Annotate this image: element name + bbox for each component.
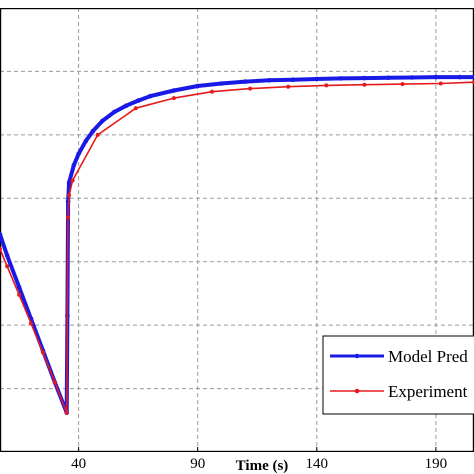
series-0-point-24	[290, 77, 296, 82]
series-0-point-16	[123, 103, 129, 108]
grid-lines	[0, 8, 474, 452]
series-0-point-12	[83, 138, 88, 144]
series-1-point-17	[362, 82, 367, 87]
series-0-point-32	[471, 74, 474, 80]
series-1-point-12	[171, 96, 176, 101]
series-1-point-13	[210, 89, 214, 94]
x-tick-label-3: 190	[425, 456, 448, 472]
series-0-point-20	[195, 83, 200, 89]
series-1-point-0	[0, 247, 2, 251]
series-0-point-28	[386, 75, 391, 81]
series-0-point-15	[112, 109, 117, 115]
series-0-point-23	[266, 78, 272, 83]
legend: Model Pred Experiment	[322, 335, 474, 415]
x-tick-label-2: 140	[306, 456, 329, 472]
legend-marker-1	[354, 388, 360, 394]
legend-marker-0	[354, 353, 360, 359]
series-1-point-6	[64, 410, 69, 415]
series-0-point-19	[171, 88, 177, 93]
series-0-point-17	[135, 98, 141, 103]
series-layer	[0, 74, 474, 416]
series-1-point-14	[248, 86, 253, 91]
series-0-point-29	[409, 75, 415, 80]
series-0-point-22	[243, 79, 248, 84]
series-0-point-1	[4, 253, 10, 258]
series-0-point-14	[100, 118, 105, 124]
x-tick-label-0: 40	[71, 456, 86, 472]
series-1-point-10	[95, 132, 100, 137]
legend-label-1: Experiment	[388, 382, 468, 401]
plot-frame	[0, 8, 474, 452]
x-ticks: 40 90 140 190	[71, 447, 447, 472]
series-1-point-4	[40, 350, 45, 355]
series-0-point-10	[71, 163, 77, 168]
series-1-point-15	[286, 84, 291, 89]
series-0-point-9	[66, 180, 72, 185]
x-axis-title: Time (s)	[236, 458, 289, 474]
series-1-point-9	[70, 178, 75, 183]
series-1-point-1	[5, 264, 10, 269]
series-0-point-11	[76, 151, 81, 157]
series-0-point-26	[338, 76, 343, 81]
series-0-point-27	[362, 75, 367, 81]
series-1-point-19	[438, 81, 443, 86]
series-1-point-3	[29, 321, 33, 326]
series-0-point-30	[433, 74, 439, 80]
series-0-point-2	[16, 284, 22, 290]
series-1	[0, 80, 474, 415]
series-0-point-25	[314, 76, 320, 82]
x-tick-label-1: 90	[190, 456, 205, 472]
series-1-point-7	[65, 215, 70, 220]
series-0-point-21	[219, 81, 224, 86]
series-0-point-18	[147, 93, 153, 99]
series-1-point-11	[133, 106, 138, 111]
legend-box	[322, 335, 474, 415]
series-0-point-13	[90, 128, 96, 134]
series-0-point-31	[457, 74, 463, 80]
legend-label-0: Model Pred	[388, 347, 468, 366]
series-1-point-2	[17, 292, 22, 297]
series-1-point-5	[52, 380, 57, 385]
series-1-point-18	[400, 82, 405, 87]
series-1-point-16	[324, 83, 329, 88]
series-0-point-0	[0, 232, 3, 237]
series-1-point-8	[67, 193, 72, 198]
